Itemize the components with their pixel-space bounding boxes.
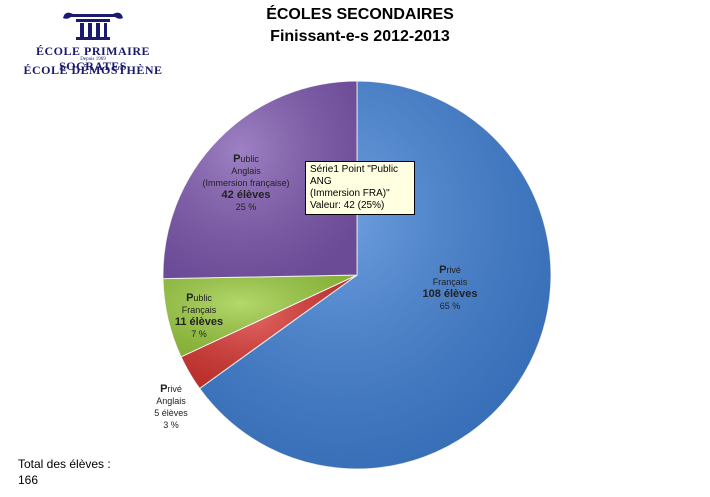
data-label-public-anglais: Public Anglais (Immersion française) 42 …: [188, 153, 304, 213]
label-language: Anglais: [156, 396, 186, 406]
total-label: Total des élèves :: [18, 457, 111, 471]
logo-text-primary: ÉCOLE PRIMAIRE SOCRATES: [35, 44, 150, 73]
label-type-rest: rivé: [446, 265, 461, 275]
total-students: Total des élèves : 166: [18, 456, 111, 488]
greek-column-icon: [63, 12, 123, 40]
label-percent: 25 %: [235, 202, 257, 212]
tooltip-line: ANG: [310, 176, 332, 187]
logo-text-secondary: ÉCOLE DÉMOSTHÈNE: [23, 63, 163, 77]
label-language-detail: (Immersion française): [202, 178, 290, 188]
tooltip-line: Série1 Point "Public: [310, 164, 399, 175]
label-type-initial: P: [186, 292, 194, 304]
label-language: Anglais: [231, 166, 261, 176]
chart-title: ÉCOLES SECONDAIRES: [266, 6, 454, 23]
school-logo: ÉCOLE PRIMAIRE SOCRATES Depuis 1969 ÉCOL…: [18, 8, 168, 78]
label-language: Français: [432, 277, 468, 287]
label-type-initial: P: [439, 264, 447, 276]
label-language: Français: [181, 305, 217, 315]
label-percent: 65 %: [439, 301, 461, 311]
label-type-rest: ublic: [193, 293, 212, 303]
tooltip-value: Valeur: 42 (25%): [310, 200, 385, 211]
data-label-prive-francais: Privé Français 108 élèves 65 %: [410, 264, 490, 312]
label-type-rest: ublic: [240, 154, 259, 164]
tooltip-line: (Immersion FRA)": [310, 188, 390, 199]
label-percent: 3 %: [163, 420, 179, 430]
label-percent: 7 %: [191, 329, 207, 339]
label-type-rest: rivé: [167, 384, 182, 394]
data-label-prive-anglais: Privé Anglais 5 élèves 3 %: [135, 383, 207, 431]
label-count: 5 élèves: [154, 408, 188, 418]
chart-tooltip: Série1 Point "Public ANG (Immersion FRA)…: [305, 161, 415, 215]
label-type-initial: P: [160, 383, 168, 395]
total-value: 166: [18, 473, 39, 487]
label-count: 42 élèves: [221, 189, 271, 201]
label-count: 108 élèves: [422, 288, 478, 300]
chart-subtitle: Finissant-e-s 2012-2013: [270, 28, 450, 45]
data-label-public-francais: Public Français 11 élèves 7 %: [160, 292, 238, 340]
label-type-initial: P: [233, 153, 241, 165]
logo-text-since: Depuis 1969: [80, 57, 106, 62]
label-count: 11 élèves: [174, 316, 224, 328]
